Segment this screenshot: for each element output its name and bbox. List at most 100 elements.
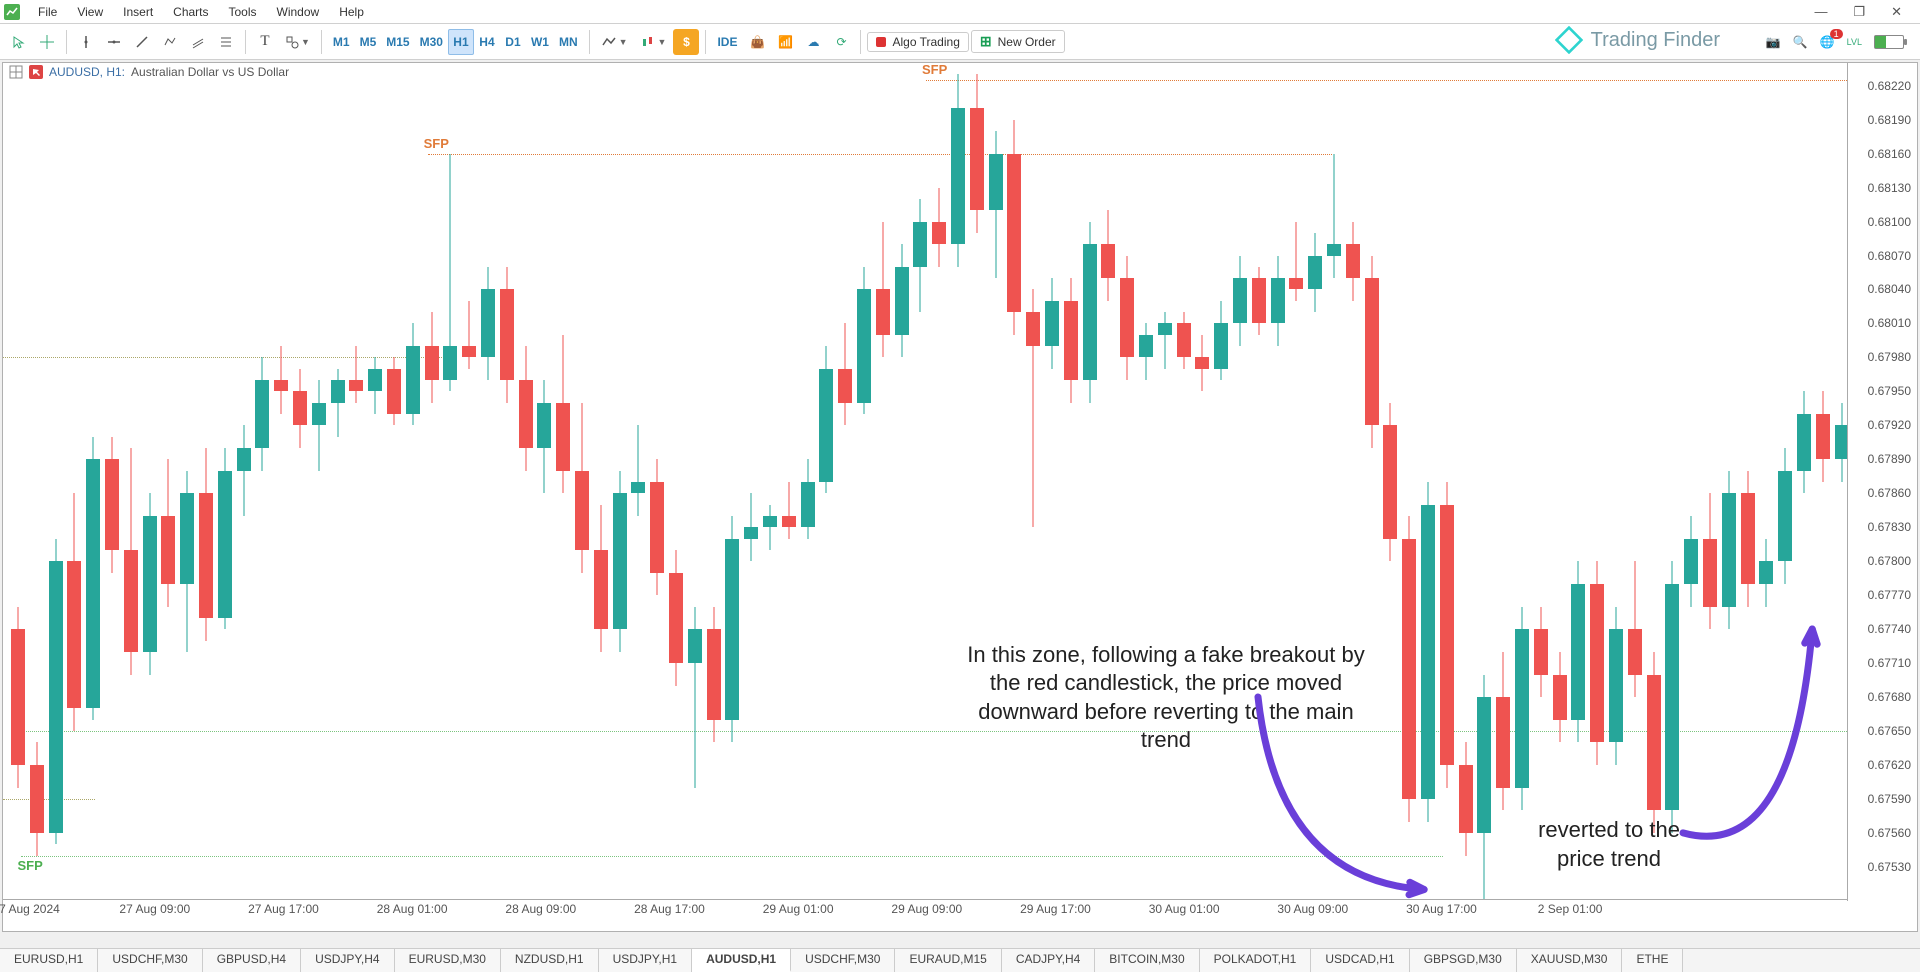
hline-icon[interactable] xyxy=(101,29,127,55)
annotation-arrow xyxy=(1643,589,1847,873)
candle xyxy=(143,63,157,899)
symbol-tab[interactable]: USDCAD,H1 xyxy=(1311,949,1409,972)
x-tick: 30 Aug 17:00 xyxy=(1406,902,1477,916)
polyline-icon[interactable] xyxy=(157,29,183,55)
timeframe-m30[interactable]: M30 xyxy=(415,29,448,55)
symbol-tab[interactable]: CADJPY,H4 xyxy=(1002,949,1095,972)
chart-area[interactable]: AUDUSD, H1: Australian Dollar vs US Doll… xyxy=(2,62,1918,932)
menu-insert[interactable]: Insert xyxy=(113,5,163,19)
timeframe-w1[interactable]: W1 xyxy=(526,29,554,55)
market-bag-icon[interactable]: 👜 xyxy=(744,29,770,55)
candle xyxy=(237,63,251,899)
candle xyxy=(1534,63,1548,899)
candle xyxy=(1120,63,1134,899)
symbol-tab[interactable]: USDCHF,M30 xyxy=(791,949,895,972)
candle xyxy=(1045,63,1059,899)
ide-button[interactable]: IDE xyxy=(712,29,742,55)
algo-trading-label: Algo Trading xyxy=(892,35,959,49)
candle xyxy=(1571,63,1585,899)
symbol-tab[interactable]: USDCHF,M30 xyxy=(98,949,202,972)
new-order-button[interactable]: ⊞New Order xyxy=(971,30,1065,53)
cursor-arrow-icon[interactable] xyxy=(6,29,32,55)
symbol-tab[interactable]: XAUUSD,M30 xyxy=(1517,949,1623,972)
y-tick: 0.67530 xyxy=(1868,860,1911,874)
new-order-label: New Order xyxy=(998,35,1056,49)
timeframe-mn[interactable]: MN xyxy=(554,29,583,55)
symbol-tab[interactable]: EURUSD,M30 xyxy=(395,949,501,972)
candle xyxy=(481,63,495,899)
symbol-tabs: EURUSD,H1USDCHF,M30GBPUSD,H4USDJPY,H4EUR… xyxy=(0,948,1920,972)
y-tick: 0.68100 xyxy=(1868,215,1911,229)
symbol-tab[interactable]: USDJPY,H1 xyxy=(599,949,692,972)
signal-icon[interactable]: 📶 xyxy=(772,29,798,55)
timeframe-m15[interactable]: M15 xyxy=(381,29,414,55)
timeframe-h4[interactable]: H4 xyxy=(474,29,500,55)
x-tick: 29 Aug 01:00 xyxy=(763,902,834,916)
maximize-button[interactable]: ❐ xyxy=(1843,4,1875,20)
minimize-button[interactable]: — xyxy=(1804,4,1837,20)
crosshair-icon[interactable] xyxy=(34,29,60,55)
trendline-icon[interactable] xyxy=(129,29,155,55)
channel-icon[interactable] xyxy=(185,29,211,55)
menu-view[interactable]: View xyxy=(67,5,113,19)
globe-icon[interactable]: 🌐1 xyxy=(1820,35,1835,49)
y-tick: 0.67620 xyxy=(1868,758,1911,772)
candle xyxy=(1101,63,1115,899)
cloud-icon[interactable]: ☁ xyxy=(800,29,826,55)
oneclick-icon[interactable] xyxy=(29,65,43,79)
shapes-icon[interactable]: ▼ xyxy=(280,29,315,55)
close-button[interactable]: ✕ xyxy=(1881,4,1912,20)
candle xyxy=(519,63,533,899)
candle-chart-icon[interactable]: ▼ xyxy=(635,29,672,55)
symbol-tab[interactable]: GBPSGD,M30 xyxy=(1410,949,1517,972)
timeframe-m1[interactable]: M1 xyxy=(328,29,355,55)
grid-icon[interactable] xyxy=(9,65,23,79)
menu-bar: FileViewInsertChartsToolsWindowHelp — ❐ … xyxy=(0,0,1920,24)
menu-charts[interactable]: Charts xyxy=(163,5,218,19)
symbol-tab[interactable]: ETHE xyxy=(1622,949,1683,972)
algo-trading-button[interactable]: Algo Trading xyxy=(867,32,968,52)
fib-icon[interactable] xyxy=(213,29,239,55)
x-tick: 29 Aug 09:00 xyxy=(891,902,962,916)
candle xyxy=(631,63,645,899)
symbol-tab[interactable]: BITCOIN,M30 xyxy=(1095,949,1199,972)
symbol-tab[interactable]: NZDUSD,H1 xyxy=(501,949,599,972)
symbol-tab[interactable]: USDJPY,H4 xyxy=(301,949,394,972)
dollar-icon[interactable]: $ xyxy=(673,29,699,55)
menu-help[interactable]: Help xyxy=(329,5,374,19)
toolbar-right: 📷 🔍 🌐1 LVL xyxy=(1766,35,1914,49)
symbol-tab[interactable]: POLKADOT,H1 xyxy=(1200,949,1312,972)
candle xyxy=(218,63,232,899)
symbol-tab[interactable]: GBPUSD,H4 xyxy=(203,949,301,972)
candle xyxy=(1026,63,1040,899)
symbol-tab[interactable]: AUDUSD,H1 xyxy=(692,949,791,972)
y-tick: 0.67890 xyxy=(1868,452,1911,466)
text-icon[interactable]: T xyxy=(252,29,278,55)
vps-icon[interactable]: ⟳ xyxy=(828,29,854,55)
timeframe-m5[interactable]: M5 xyxy=(355,29,382,55)
candle xyxy=(1177,63,1191,899)
candle xyxy=(11,63,25,899)
candle xyxy=(443,63,457,899)
x-tick: 27 Aug 09:00 xyxy=(119,902,190,916)
timeframe-d1[interactable]: D1 xyxy=(500,29,526,55)
y-tick: 0.68190 xyxy=(1868,113,1911,127)
menu-file[interactable]: File xyxy=(28,5,67,19)
menu-window[interactable]: Window xyxy=(267,5,330,19)
candle xyxy=(331,63,345,899)
x-tick: 28 Aug 01:00 xyxy=(377,902,448,916)
search-icon[interactable]: 🔍 xyxy=(1793,35,1808,49)
candle xyxy=(49,63,63,899)
timeframe-h1[interactable]: H1 xyxy=(448,29,474,55)
chart-plot[interactable]: SFPSFPSFPSFPIn this zone, following a fa… xyxy=(3,63,1847,899)
y-tick: 0.68130 xyxy=(1868,181,1911,195)
y-tick: 0.67680 xyxy=(1868,690,1911,704)
camera-icon[interactable]: 📷 xyxy=(1766,35,1781,49)
y-tick: 0.67710 xyxy=(1868,656,1911,670)
menu-tools[interactable]: Tools xyxy=(219,5,267,19)
line-chart-icon[interactable]: ▼ xyxy=(596,29,633,55)
symbol-tab[interactable]: EURAUD,M15 xyxy=(895,949,1001,972)
symbol-tab[interactable]: EURUSD,H1 xyxy=(0,949,98,972)
vline-icon[interactable] xyxy=(73,29,99,55)
lvl-icon[interactable]: LVL xyxy=(1847,37,1862,47)
